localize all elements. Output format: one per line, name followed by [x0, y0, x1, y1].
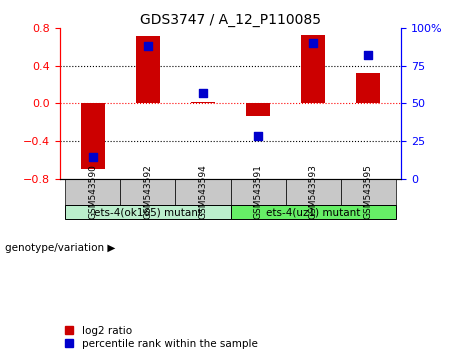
Title: GDS3747 / A_12_P110085: GDS3747 / A_12_P110085 [140, 13, 321, 27]
Bar [176, 178, 230, 205]
Bar [285, 178, 341, 205]
Text: GSM543593: GSM543593 [308, 164, 318, 219]
Bar [190, 102, 215, 103]
Bar [356, 73, 380, 103]
Bar [230, 205, 396, 219]
Point [89, 155, 97, 160]
Bar [65, 178, 120, 205]
Point [144, 44, 152, 49]
Bar [301, 35, 325, 103]
Bar [65, 205, 230, 219]
Text: GSM543591: GSM543591 [254, 164, 262, 219]
Bar [230, 178, 285, 205]
Bar [136, 36, 160, 103]
Text: GSM543590: GSM543590 [89, 164, 97, 219]
Text: GSM543592: GSM543592 [143, 165, 153, 219]
Text: GSM543594: GSM543594 [199, 165, 207, 219]
Point [254, 133, 262, 139]
Text: ets-4(ok165) mutant: ets-4(ok165) mutant [94, 207, 202, 217]
Text: GSM543595: GSM543595 [364, 164, 372, 219]
Point [309, 40, 317, 46]
Bar [341, 178, 396, 205]
Bar [246, 103, 271, 116]
Legend: log2 ratio, percentile rank within the sample: log2 ratio, percentile rank within the s… [65, 326, 258, 349]
Text: ets-4(uz1) mutant: ets-4(uz1) mutant [266, 207, 360, 217]
Bar [120, 178, 176, 205]
Bar [81, 103, 105, 169]
Point [364, 52, 372, 58]
Text: genotype/variation ▶: genotype/variation ▶ [5, 243, 115, 253]
Point [199, 90, 207, 96]
